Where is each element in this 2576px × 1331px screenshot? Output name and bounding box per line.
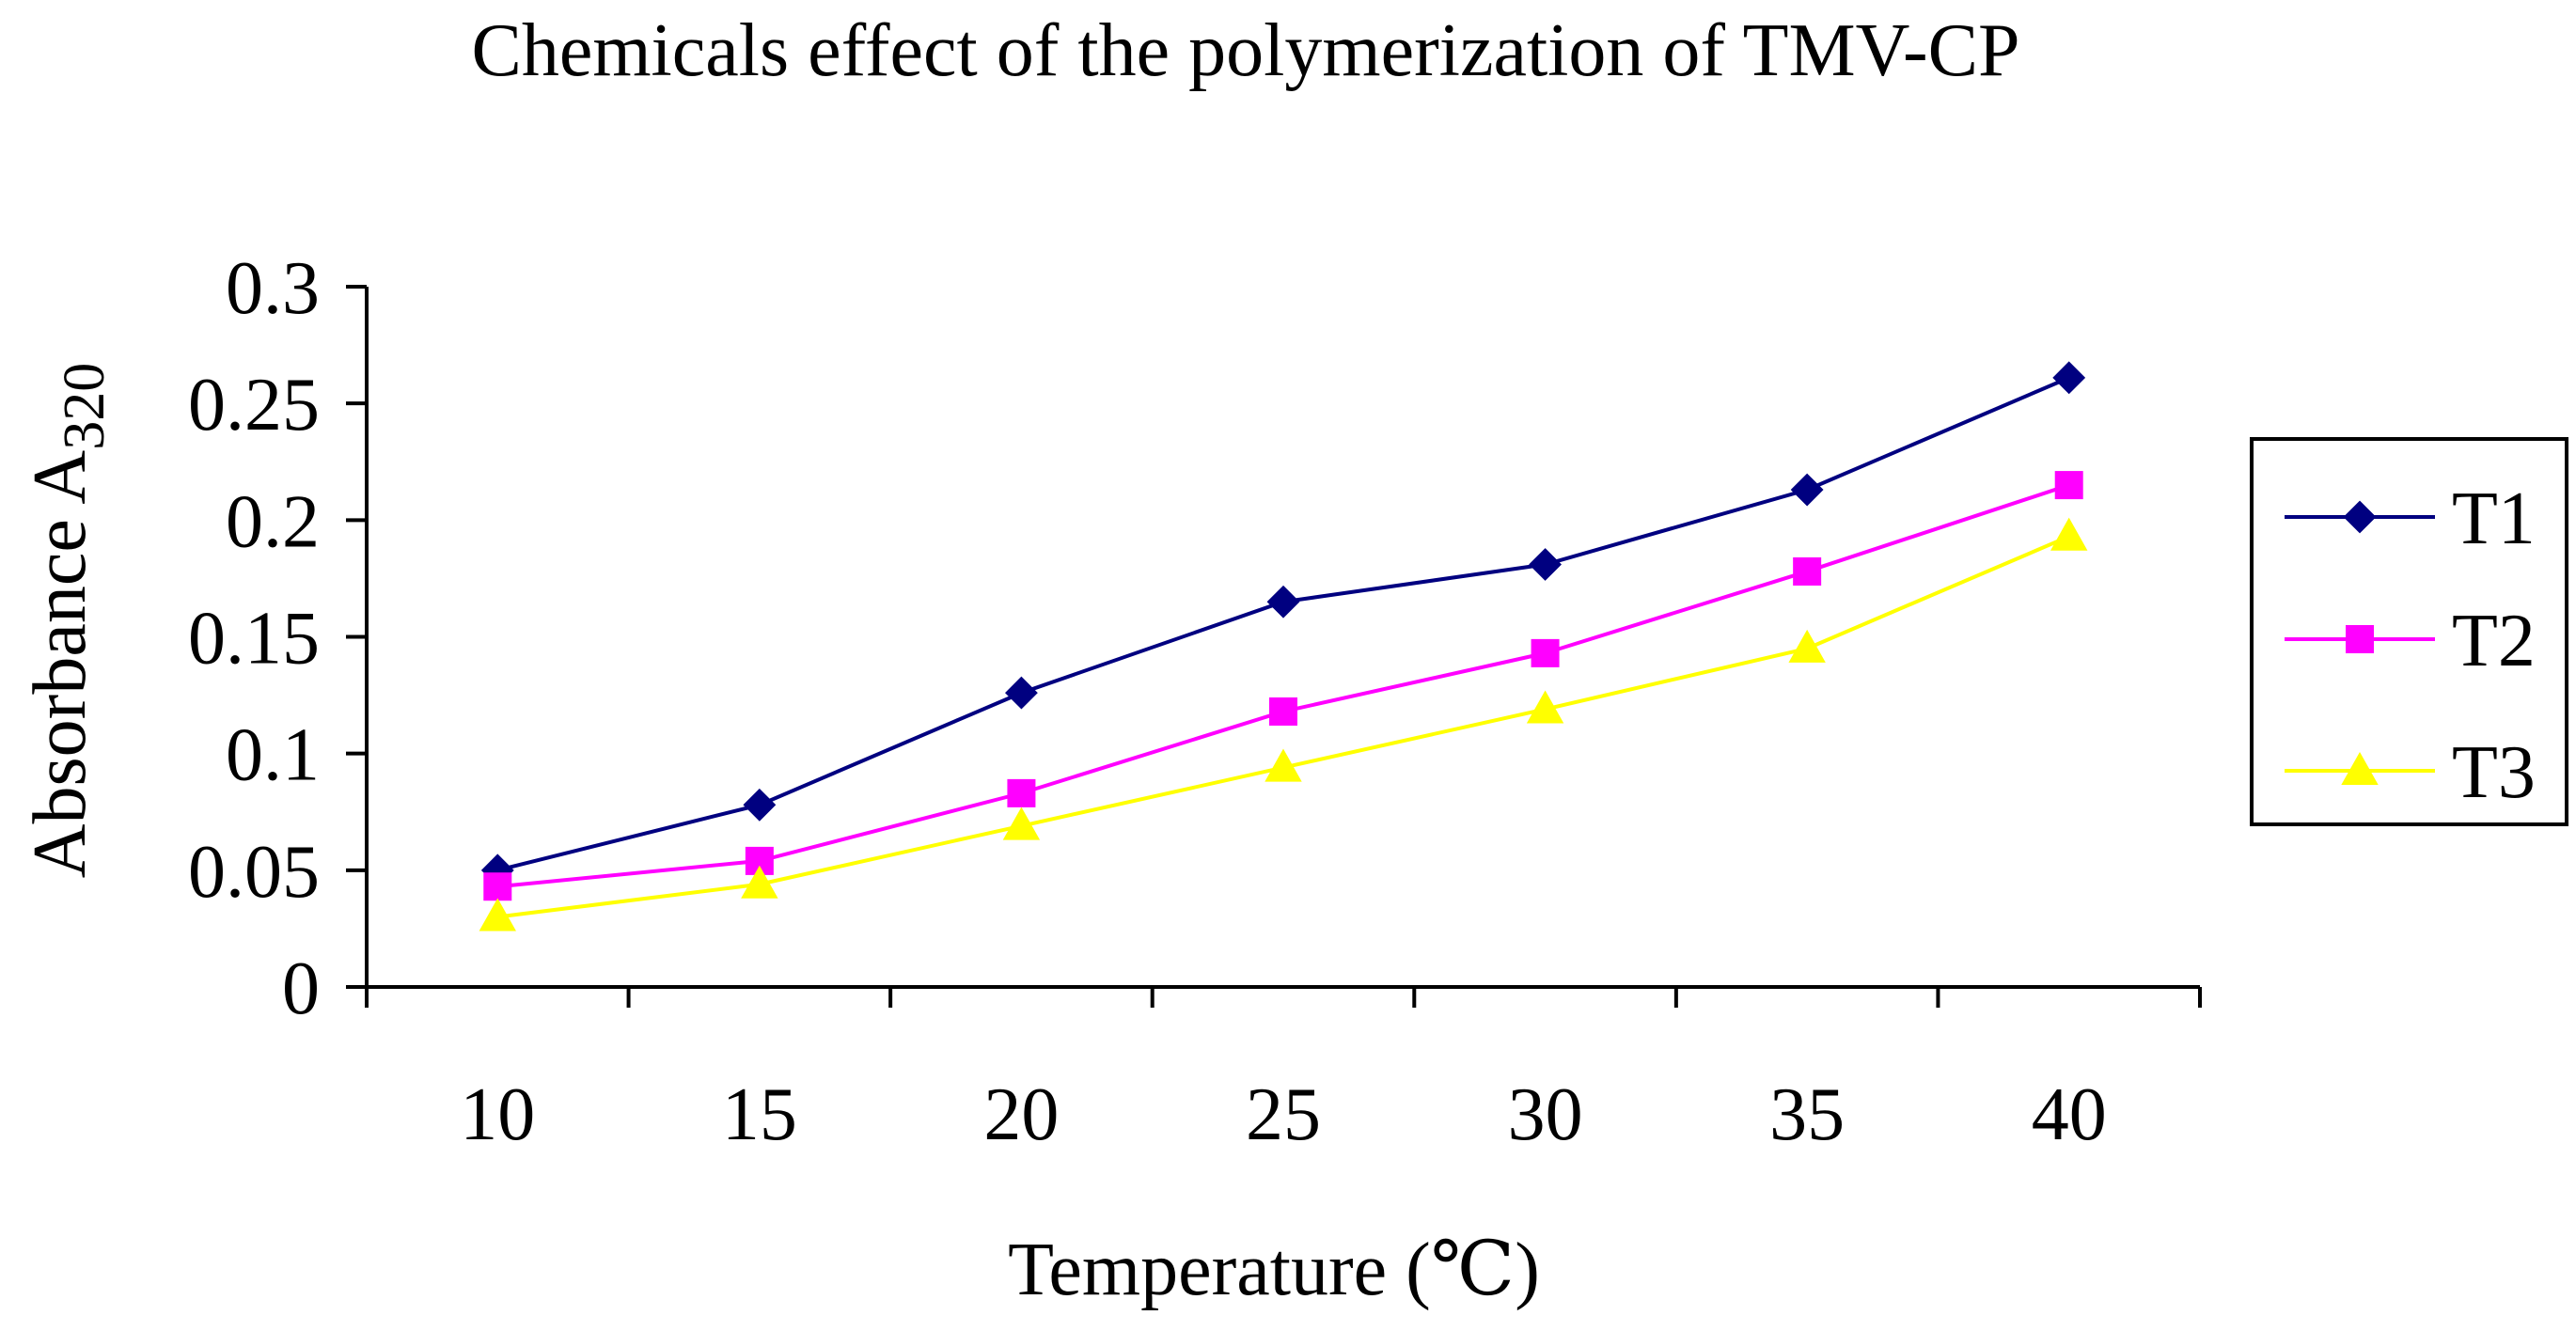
- data-point-t3: [479, 898, 516, 932]
- data-point-t2: [1269, 697, 1297, 726]
- data-point-t1: [1790, 473, 1824, 507]
- legend-label-t1: T1: [2452, 478, 2536, 560]
- x-tick-label: 25: [1246, 1073, 1321, 1156]
- legend-marker-t2: [2346, 625, 2374, 653]
- x-ticks: 10 15 20 25 30 35 40: [365, 987, 2202, 1156]
- data-point-t1: [1266, 585, 1300, 619]
- y-tick-label: 0.15: [188, 598, 320, 681]
- data-point-t1: [743, 788, 777, 822]
- legend: T1 T2 T3: [2250, 437, 2568, 826]
- data-point-t3: [1264, 748, 1302, 782]
- data-point-t2: [1531, 638, 1560, 667]
- data-point-t3: [741, 865, 778, 899]
- data-point-t3: [1526, 690, 1564, 724]
- series-layer: [479, 361, 2088, 932]
- y-tick-label: 0: [282, 947, 320, 1030]
- y-tick-label: 0.1: [226, 714, 320, 797]
- legend-label-t3: T3: [2452, 731, 2536, 814]
- y-tick-label: 0.3: [226, 247, 320, 330]
- legend-label-t2: T2: [2452, 600, 2536, 682]
- x-tick-label: 40: [2032, 1073, 2107, 1156]
- y-axis-label: Absorbance A320: [19, 363, 117, 878]
- y-tick-label: 0.25: [188, 364, 320, 446]
- data-point-t3: [1788, 629, 1826, 663]
- x-tick-label: 15: [722, 1073, 797, 1156]
- data-point-t2: [483, 872, 512, 901]
- legend-marker-t1: [2343, 500, 2377, 534]
- x-axis-label: Temperature (℃): [1008, 1229, 1540, 1311]
- data-point-t2: [2054, 471, 2083, 500]
- chart-title: Chemicals effect of the polymerization o…: [471, 9, 2019, 92]
- data-point-t1: [1005, 676, 1038, 710]
- y-ticks: 0 0.05 0.1 0.15 0.2 0.25 0.3: [188, 247, 367, 1030]
- data-point-t1: [1529, 548, 1562, 581]
- y-tick-label: 0.2: [226, 480, 320, 563]
- x-tick-label: 30: [1508, 1073, 1583, 1156]
- data-point-t1: [2052, 361, 2086, 395]
- legend-box: [2250, 437, 2568, 826]
- data-point-t3: [2050, 517, 2088, 551]
- x-tick-label: 10: [460, 1073, 535, 1156]
- legend-marker-t3: [2341, 751, 2379, 785]
- data-point-t3: [1002, 806, 1041, 840]
- y-tick-label: 0.05: [188, 831, 320, 914]
- x-tick-label: 35: [1769, 1073, 1845, 1156]
- data-point-t2: [1007, 778, 1036, 807]
- data-point-t2: [1793, 556, 1822, 586]
- x-tick-label: 20: [983, 1073, 1059, 1156]
